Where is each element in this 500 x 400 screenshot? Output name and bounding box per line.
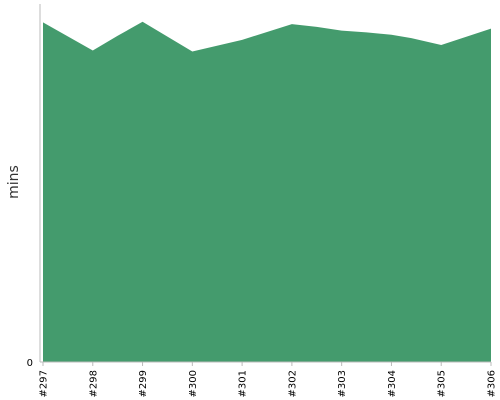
- x-tick-label: #302: [287, 370, 298, 397]
- y-tick-labels: 0: [27, 358, 33, 369]
- x-tick-labels: #297 #298 #299 #300 #301 #302 #303 #304 #305 #306: [39, 362, 498, 397]
- x-tick-label: #297: [39, 370, 50, 397]
- x-tick-label: #306: [487, 370, 498, 397]
- x-tick-label: #303: [337, 370, 348, 397]
- x-tick-label: #305: [437, 370, 448, 397]
- y-axis-label: mins: [6, 165, 22, 199]
- x-tick-label: #301: [238, 370, 249, 397]
- x-tick-label: #300: [188, 370, 199, 397]
- area-series: [43, 21, 491, 362]
- x-tick-label: #299: [138, 370, 149, 397]
- x-tick-label: #304: [387, 370, 398, 397]
- y-tick-label: 0: [27, 358, 33, 369]
- x-tick-label: #298: [88, 370, 99, 397]
